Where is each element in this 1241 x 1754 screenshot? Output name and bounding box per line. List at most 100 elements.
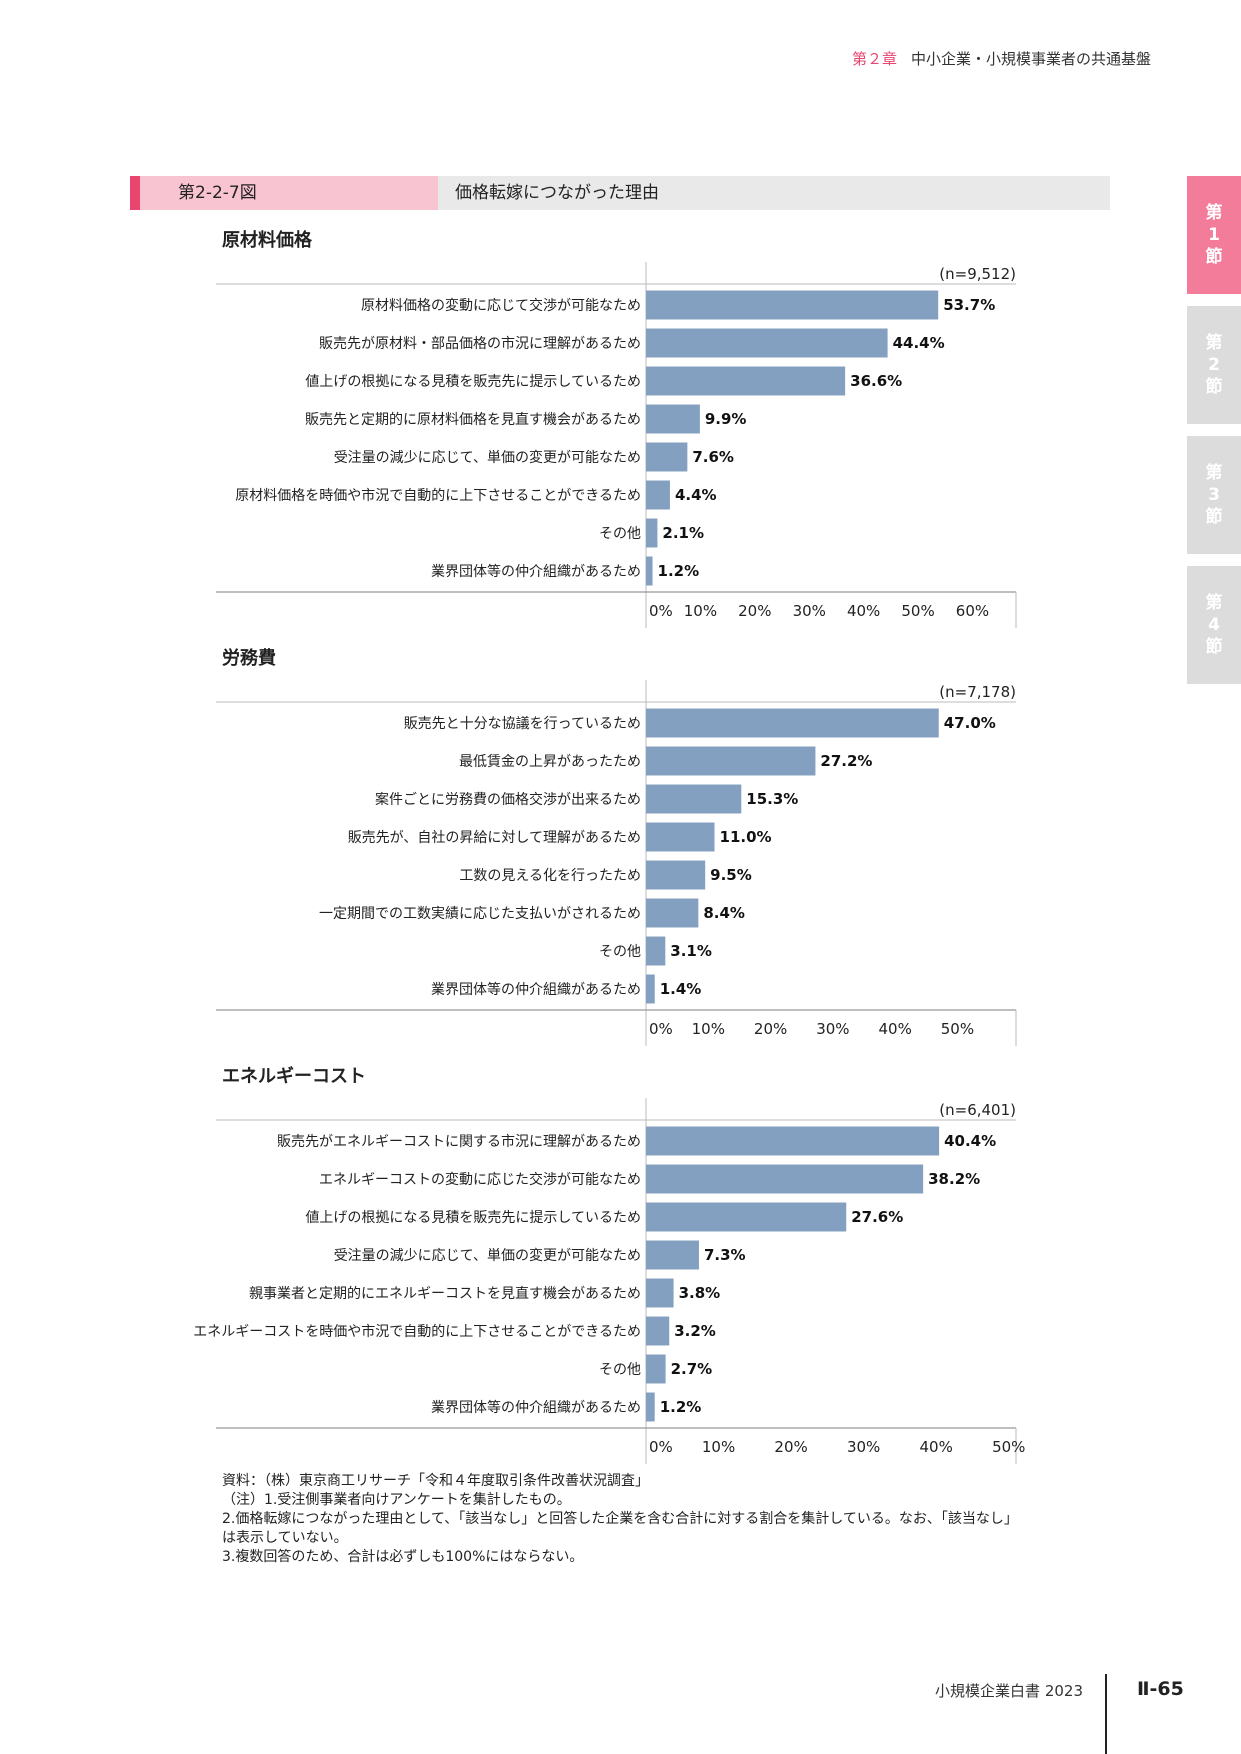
bar	[646, 822, 715, 852]
data-label: 3.2%	[674, 1322, 716, 1340]
chart-energy-cost: エネルギーコスト (n=6,401) 0% 10% 20% 30% 40% 50% 販売先がエネ…	[193, 1066, 1025, 1464]
tick-label: 0%	[649, 602, 673, 620]
data-label: 44.4%	[893, 334, 945, 352]
bar	[646, 784, 742, 814]
category-label: その他	[599, 526, 641, 542]
category-label: 販売先が、自社の昇給に対して理解があるため	[348, 830, 641, 846]
category-label: 販売先がエネルギーコストに関する市況に理解があるため	[277, 1133, 641, 1150]
category-label: 案件ごとに労務費の価格交渉が出来るため	[375, 791, 641, 808]
footer-divider	[1105, 1674, 1107, 1754]
category-label: 親事業者と定期的にエネルギーコストを見直す機会があるため	[249, 1285, 641, 1302]
category-label: 業界団体等の仲介組織があるため	[431, 1399, 641, 1416]
note-1: （注）1.受注側事業者向けアンケートを集計したもの。	[222, 1492, 571, 1508]
data-label: 40.4%	[944, 1132, 996, 1150]
data-label: 27.2%	[820, 752, 872, 770]
tick-label: 20%	[738, 602, 771, 620]
chart-labor-cost: 労務費 (n=7,178) 0% 10% 20% 30% 40% 50% 販売先と十分な協議を行…	[216, 647, 1017, 1046]
tick-label: 10%	[684, 602, 717, 620]
tick-label: 50%	[941, 1020, 974, 1038]
data-label: 7.6%	[692, 448, 734, 466]
data-label: 3.1%	[670, 942, 712, 960]
figure-title-bar: 第2-2-7図 価格転嫁につながった理由	[130, 176, 1110, 210]
tick-label: 30%	[847, 1438, 880, 1456]
chart-title: 労務費	[222, 647, 276, 669]
data-label: 1.2%	[658, 562, 700, 580]
tick-label: 20%	[774, 1438, 807, 1456]
tick-label: 10%	[692, 1020, 725, 1038]
bar	[646, 442, 688, 472]
category-label: 業界団体等の仲介組織があるため	[431, 563, 641, 580]
data-label: 15.3%	[746, 790, 798, 808]
page-number: Ⅱ-65	[1137, 1678, 1184, 1700]
data-label: 27.6%	[851, 1208, 903, 1226]
bar	[646, 366, 846, 396]
category-label: エネルギーコストを時価や市況で自動的に上下させることができるため	[193, 1323, 641, 1340]
category-label: 販売先と十分な協議を行っているため	[404, 715, 641, 732]
note-3: 3.複数回答のため、合計は必ずしも100%にはならない。	[222, 1549, 584, 1565]
chapter-label: 第２章	[851, 50, 897, 68]
category-label: 原材料価格の変動に応じて交渉が可能なため	[361, 297, 641, 314]
data-label: 38.2%	[928, 1170, 980, 1188]
tick-label: 30%	[793, 602, 826, 620]
category-label: 原材料価格を時価や市況で自動的に上下させることができるため	[235, 487, 641, 504]
sample-size-label: (n=7,178)	[939, 683, 1016, 701]
bar	[646, 974, 655, 1004]
data-label: 4.4%	[675, 486, 717, 504]
bar	[646, 556, 653, 586]
category-label: その他	[599, 1362, 641, 1378]
tick-label: 40%	[878, 1020, 911, 1038]
data-label: 11.0%	[720, 828, 772, 846]
data-label: 1.4%	[660, 980, 702, 998]
data-label: 3.8%	[679, 1284, 721, 1302]
bar	[646, 480, 670, 510]
figure-number: 第2-2-7図	[140, 176, 438, 210]
bar	[646, 746, 816, 776]
data-label: 47.0%	[944, 714, 996, 732]
tick-label: 10%	[702, 1438, 735, 1456]
category-label: 値上げの根拠になる見積を販売先に提示しているため	[305, 374, 641, 390]
tick-label: 0%	[649, 1020, 673, 1038]
category-label: その他	[599, 944, 641, 960]
data-label: 8.4%	[703, 904, 745, 922]
running-header: 第２章 中小企業・小規模事業者の共通基盤	[852, 48, 1151, 69]
chart-title: エネルギーコスト	[222, 1066, 366, 1087]
bar	[646, 860, 706, 890]
tick-label: 30%	[816, 1020, 849, 1038]
bar	[646, 328, 888, 358]
bar	[646, 404, 700, 434]
tick-label: 50%	[901, 602, 934, 620]
category-label: 最低賃金の上昇があったため	[459, 754, 641, 770]
tick-label: 20%	[754, 1020, 787, 1038]
data-label: 7.3%	[704, 1246, 746, 1264]
data-label: 9.9%	[705, 410, 747, 428]
chapter-title: 中小企業・小規模事業者の共通基盤	[910, 50, 1151, 68]
category-label: 販売先が原材料・部品価格の市況に理解があるため	[319, 335, 641, 352]
bar	[646, 1354, 666, 1384]
chart-title: 原材料価格	[222, 229, 313, 251]
figure-title-accent	[130, 176, 140, 210]
figure-title: 価格転嫁につながった理由	[455, 183, 659, 203]
bar	[646, 1278, 674, 1308]
category-label: 販売先と定期的に原材料価格を見直す機会があるため	[305, 411, 641, 428]
bar	[646, 898, 699, 928]
bar	[646, 1240, 699, 1270]
note-2: 2.価格転嫁につながった理由として、「該当なし」と回答した企業を含む合計に対する…	[222, 1511, 1011, 1546]
data-label: 36.6%	[850, 372, 902, 390]
category-label: 工数の見える化を行ったため	[459, 868, 641, 884]
data-label: 2.7%	[671, 1360, 713, 1378]
footer-publication: 小規模企業白書 2023	[935, 1682, 1083, 1700]
bar	[646, 1392, 655, 1422]
bar	[646, 1126, 940, 1156]
note-source: 資料：（株）東京商工リサーチ「令和４年度取引条件改善状況調査」	[222, 1473, 649, 1489]
tick-label: 40%	[847, 602, 880, 620]
sample-size-label: (n=9,512)	[939, 265, 1016, 283]
data-label: 53.7%	[943, 296, 995, 314]
tick-label: 0%	[649, 1438, 673, 1456]
